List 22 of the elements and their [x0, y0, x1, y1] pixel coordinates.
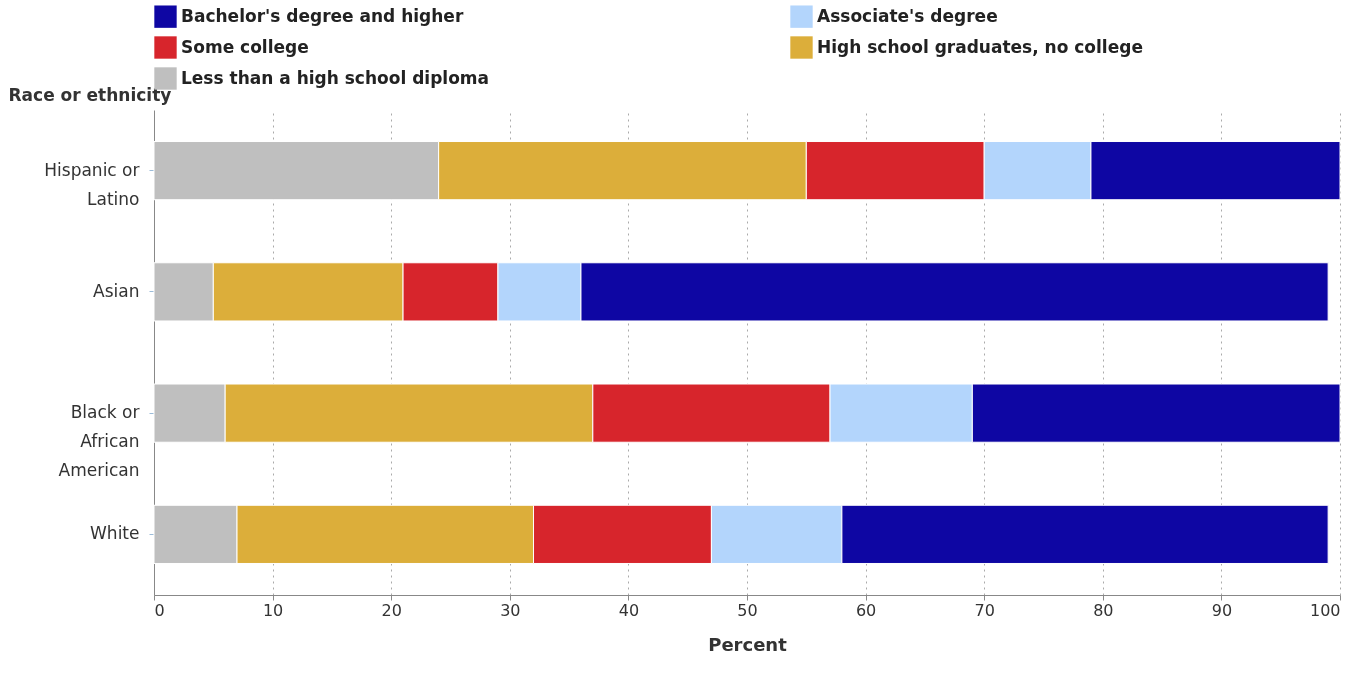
- legend-label: Some college: [181, 36, 309, 57]
- legend-label: Less than a high school diploma: [181, 67, 490, 88]
- y-axis-title: Race or ethnicity: [8, 84, 172, 105]
- x-tick-label: 70: [974, 600, 995, 620]
- x-tick-label: 10: [262, 600, 284, 620]
- y-tick-label: Asian: [93, 280, 140, 301]
- legend-label: Bachelor's degree and higher: [181, 5, 464, 26]
- x-tick-label: 20: [381, 600, 402, 620]
- x-tick-label: 60: [855, 600, 877, 620]
- legend-label: High school graduates, no college: [817, 36, 1143, 57]
- legend-label: Associate's degree: [817, 5, 998, 26]
- y-tick-label: Black or African American: [58, 402, 140, 481]
- y-tick-label: Hispanic or Latino: [44, 159, 140, 209]
- x-tick-label: 100: [1309, 600, 1341, 620]
- x-tick-label: 50: [737, 600, 758, 620]
- y-tick-label: White: [90, 523, 140, 544]
- x-tick-label: 80: [1093, 600, 1114, 620]
- x-tick-label: 40: [618, 600, 640, 620]
- x-axis-title: Percent: [708, 633, 788, 655]
- x-tick-label: 30: [500, 600, 521, 620]
- x-tick-label: 0: [154, 600, 165, 620]
- x-tick-label: 90: [1211, 600, 1233, 620]
